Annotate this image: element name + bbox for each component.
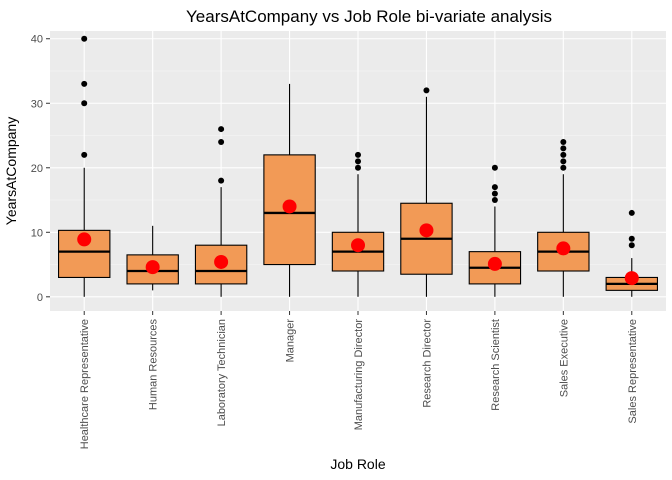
y-tick-label: 10 [31,227,43,239]
outlier-point [628,209,635,216]
x-axis-title: Job Role [330,456,385,472]
y-tick-label: 20 [31,163,43,175]
outlier-point [560,158,567,165]
x-tick-label: Manager [285,319,297,363]
x-tick-label: Laboratory Technician [216,319,228,426]
y-tick-label: 40 [31,34,43,46]
mean-point [624,271,639,286]
outlier-point [560,145,567,152]
y-tick-label: 0 [37,292,43,304]
mean-point [419,223,434,238]
x-tick-label: Research Director [421,319,433,408]
box-layer [58,35,658,297]
outlier-point [560,151,567,158]
x-tick-label: Human Resources [148,319,160,411]
outlier-point [81,100,88,107]
mean-point [214,254,229,269]
outlier-point [491,190,498,197]
outlier-point [560,138,567,145]
outlier-point [560,164,567,171]
chart-title: YearsAtCompany vs Job Role bi-variate an… [186,7,552,26]
mean-point [351,238,365,253]
x-tick-label: Sales Representative [627,319,639,424]
box-group [263,83,316,297]
x-axis: Healthcare Representative Human Resources… [79,311,639,449]
mean-point [556,241,571,256]
outlier-point [81,35,88,42]
outlier-point [355,164,361,171]
outlier-point [491,197,498,204]
outlier-point [81,151,88,158]
x-tick-label: Manufacturing Director [353,319,365,431]
outlier-point [628,242,635,249]
mean-point [487,256,502,271]
box-group [605,209,658,297]
box-group [58,35,111,297]
x-tick-label: Research Scientist [490,319,502,411]
outlier-point [628,235,635,242]
y-axis-title: YearsAtCompany [3,117,19,225]
mean-point [77,232,92,247]
outlier-point [218,126,225,133]
outlier-point [218,177,225,184]
box-group [400,87,453,297]
outlier-point [423,87,430,94]
x-tick-label: Healthcare Representative [79,319,91,449]
box-group [331,151,385,297]
outlier-point [491,164,498,171]
mean-point [145,260,160,275]
outlier-point [218,138,225,145]
box-group [468,164,522,297]
y-tick-label: 30 [31,98,43,110]
outlier-point [81,80,88,87]
box-group [194,126,248,297]
y-axis: 0 10 20 30 40 [31,34,50,304]
x-tick-label: Sales Executive [558,319,570,397]
outlier-point [491,184,498,191]
box-group [126,225,179,291]
outlier-point [355,151,361,158]
outlier-point [355,158,361,165]
box-group [537,138,590,297]
mean-point [282,199,297,214]
